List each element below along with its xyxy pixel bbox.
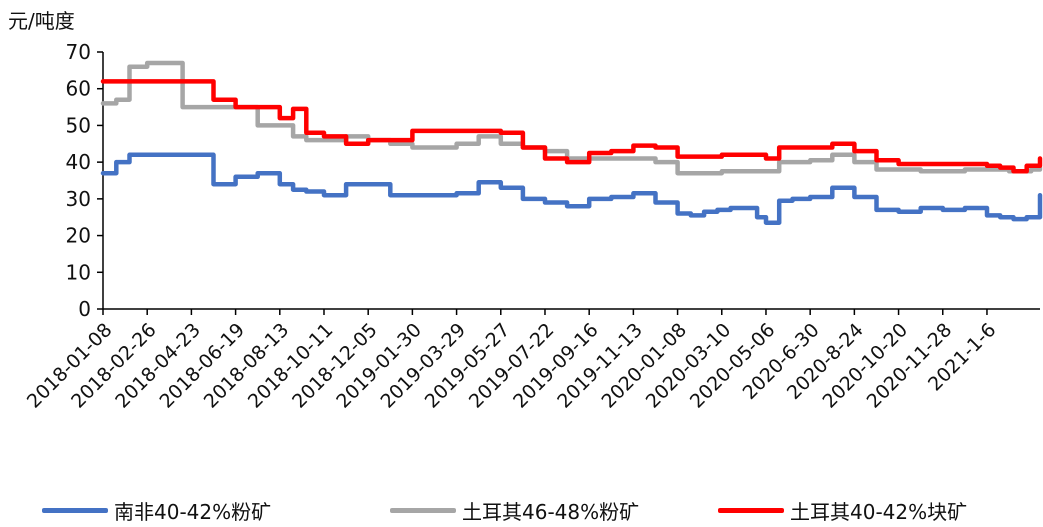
legend-item-turkey-lump: 土耳其40-42%块矿	[718, 496, 967, 525]
line-chart: 元/吨度 0 10 20 30 40 50 60 70 2018-01-082018-02-2…	[8, 9, 1043, 413]
legend: 南非40-42%粉矿 土耳其46-48%粉矿 土耳其40-42%块矿	[0, 496, 1043, 526]
legend-label: 土耳其40-42%块矿	[790, 500, 968, 524]
y-tick-label: 50	[66, 113, 91, 137]
y-axis: 0 10 20 30 40 50 60 70	[66, 40, 104, 321]
y-tick-label: 70	[66, 40, 91, 64]
y-tick-label: 60	[66, 77, 91, 101]
series-layer	[100, 60, 1043, 225]
legend-swatch-blue	[42, 508, 108, 513]
legend-item-south-africa: 南非40-42%粉矿	[42, 496, 271, 525]
x-axis: 2018-01-082018-02-262018-04-232018-06-19…	[23, 308, 1040, 413]
y-axis-unit-label: 元/吨度	[8, 9, 75, 33]
series-line-2	[100, 79, 1043, 174]
series-line-1	[100, 60, 1043, 176]
series-line-0	[100, 152, 1043, 225]
y-tick-label: 20	[66, 224, 91, 248]
legend-label: 南非40-42%粉矿	[114, 500, 272, 524]
legend-swatch-red	[718, 508, 784, 513]
legend-label: 土耳其46-48%粉矿	[462, 500, 640, 524]
y-tick-label: 10	[66, 260, 91, 284]
legend-swatch-gray	[390, 508, 456, 513]
legend-item-turkey-fines: 土耳其46-48%粉矿	[390, 496, 639, 525]
y-tick-label: 40	[66, 150, 91, 174]
y-tick-label: 0	[78, 297, 91, 321]
y-tick-label: 30	[66, 187, 91, 211]
